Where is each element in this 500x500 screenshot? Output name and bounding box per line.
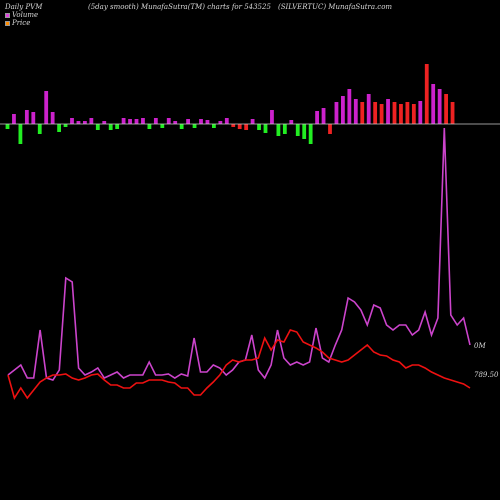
volume-bar [302,124,307,139]
volume-bar [141,118,145,124]
volume-bar [379,104,384,124]
header-middle: (5day smooth) MunafaSutra(TM) charts for… [88,3,271,11]
volume-bar [276,124,281,136]
price-line [7,329,471,400]
volume-bar [373,102,378,124]
header-right: (SILVERTUC) MunafaSutra.com [278,3,393,11]
header-left: Daily PVM [5,3,43,11]
legend-volume: Volume [5,11,38,19]
volume-bar [366,94,371,124]
price-right-label: 789.50 [474,371,499,379]
volume-bar [108,124,113,130]
volume-bar [199,119,203,124]
volume-bar [386,99,390,124]
legend-price-swatch [5,20,10,26]
volume-bar [5,124,10,129]
volume-bar [153,118,158,124]
volume-line [7,127,471,381]
volume-bar [57,124,61,132]
volume-bar [328,124,332,134]
volume-bar [263,124,268,133]
volume-bar [347,89,352,124]
volume-bar [308,124,313,144]
volume-bar [166,118,171,124]
volume-bar [257,124,261,130]
volume-bar [134,119,139,124]
volume-bar [282,124,287,134]
volume-bar [115,124,120,129]
volume-bar [173,121,178,124]
volume-bar [31,112,36,124]
volume-bar [360,102,365,124]
volume-bar [102,121,107,124]
legend-price: Price [5,19,30,27]
legend-price-label: Price [12,19,31,27]
volume-bar [186,119,190,124]
volume-bar [295,124,300,136]
volume-bar [250,119,255,124]
volume-bar [128,119,132,124]
volume-bar [418,101,423,124]
volume-bar [24,110,29,124]
volume-bar [218,121,223,124]
legend-volume-swatch [5,12,10,18]
volume-bar [205,120,210,124]
volume-bar [147,124,152,129]
volume-bar [18,124,23,144]
volume-bar [70,118,74,124]
volume-bar [244,124,249,130]
volume-bar [437,89,442,124]
volume-bar [431,84,436,124]
volume-bar [192,124,197,128]
volume-bar [44,91,49,124]
volume-bar [341,96,345,124]
volume-bar [444,94,448,124]
volume-bar [160,124,165,128]
volume-bar [231,124,236,127]
volume-bar [121,118,126,124]
volume-bar [212,124,216,128]
volume-bar [76,121,81,124]
volume-bar [289,120,294,124]
volume-bar [411,104,416,124]
volume-bar [399,104,403,124]
volume-bar [392,102,397,124]
volume-bar [12,114,16,124]
volume-bar [83,121,87,124]
volume-bar [405,102,410,124]
volume-bar [50,112,55,124]
volume-bar [334,102,339,124]
volume-bar [315,111,319,124]
volume-bar [179,124,184,129]
volume-bar [63,124,68,127]
volume-right-label: 0M [474,342,486,350]
volume-bar [270,110,274,124]
volume-bar [89,118,94,124]
volume-bars [5,64,455,144]
volume-bar [321,108,326,124]
volume-bar [37,124,42,134]
volume-bar [224,118,229,124]
volume-bar [237,124,242,129]
legend-volume-label: Volume [12,11,39,19]
volume-bar [353,99,358,124]
volume-bar [424,64,429,124]
volume-bar [95,124,100,130]
volume-bar [450,102,455,124]
